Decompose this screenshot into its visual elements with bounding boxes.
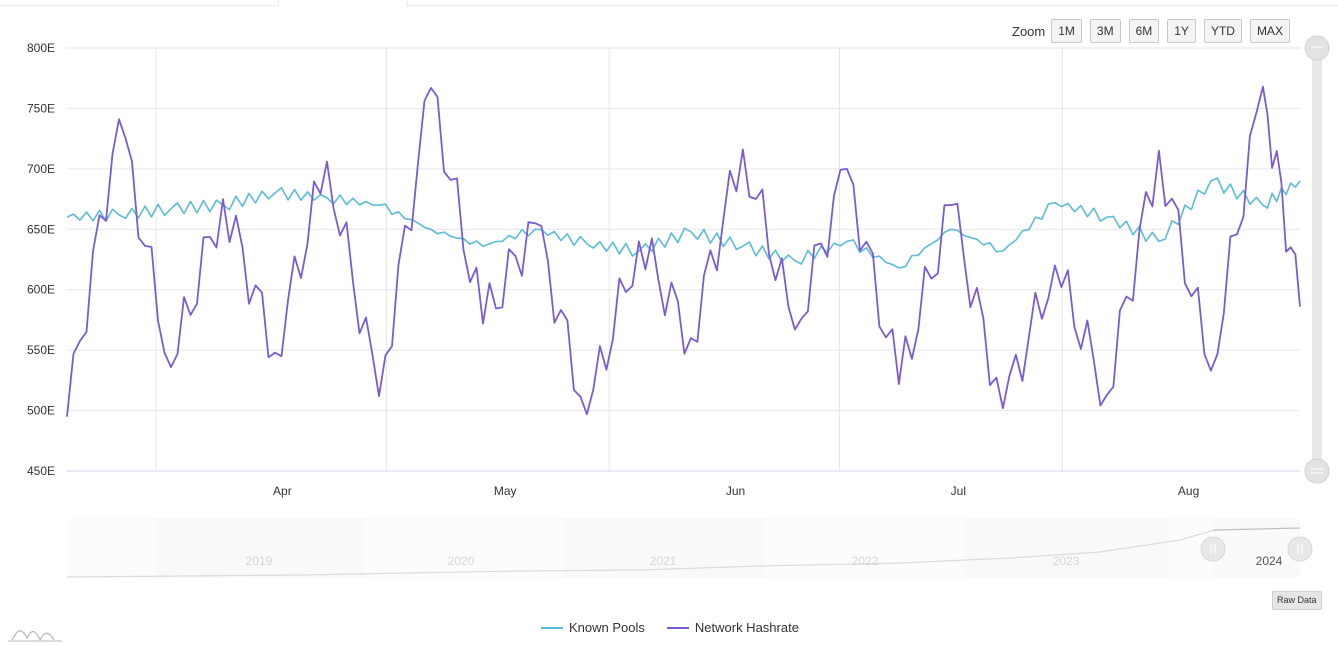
scrollbar-top-handle	[1304, 35, 1330, 61]
navigator-year-label: 2020	[448, 554, 475, 568]
zoom-controls: Zoom 1M 3M 6M 1Y YTD MAX	[1012, 19, 1290, 43]
x-tick-label: May	[494, 484, 517, 498]
chart-logo-icon	[8, 630, 62, 642]
x-tick-label: Aug	[1178, 484, 1199, 498]
y-tick-label: 700E	[27, 162, 55, 176]
y-tick-label: 600E	[27, 283, 55, 297]
y-tick-label: 550E	[27, 343, 55, 357]
navigator-band	[563, 518, 765, 578]
y-tick-label: 650E	[27, 222, 55, 236]
y-tick-label: 750E	[27, 101, 55, 115]
y-tick-label: 500E	[27, 404, 55, 418]
legend-item-network-hashrate[interactable]: Network Hashrate	[666, 620, 799, 635]
top-tab-strip	[0, 0, 1338, 6]
navigator-handle[interactable]	[1200, 536, 1226, 562]
navigator-year-label: 2021	[650, 554, 677, 568]
scrollbar-track	[1312, 52, 1322, 464]
zoom-3m-button[interactable]: 3M	[1089, 19, 1121, 43]
y-tick-label: 450E	[27, 464, 55, 478]
navigator-handle[interactable]	[1287, 536, 1313, 562]
navigator-handle-knob	[1200, 536, 1226, 562]
zoom-1m-button[interactable]: 1M	[1051, 19, 1082, 43]
x-axis: Apr May Jun Jul Aug	[67, 470, 1300, 498]
navigator-mask	[67, 518, 1213, 578]
zoom-1y-button[interactable]: 1Y	[1167, 19, 1196, 43]
zoom-6m-button[interactable]: 6M	[1128, 19, 1160, 43]
tab-right-area	[406, 0, 1338, 6]
legend-swatch-known-pools	[541, 626, 563, 629]
x-tick-label: Apr	[273, 484, 292, 498]
navigator[interactable]: 2019 2020 2021 2022 2023 2024	[66, 518, 1313, 578]
y-axis: 450E 500E 550E 600E 650E 700E 750E 800E	[27, 41, 55, 478]
network-hashrate-line	[66, 85, 1301, 417]
vertical-scrollbar[interactable]	[1304, 35, 1330, 484]
y-tick-label: 800E	[27, 41, 55, 55]
series-lines	[66, 85, 1301, 417]
tab-left-area	[0, 0, 278, 6]
raw-data-button[interactable]: Raw Data	[1272, 591, 1322, 610]
legend-swatch-network-hashrate	[666, 626, 689, 629]
zoom-label: Zoom	[1012, 23, 1046, 39]
grid-lines	[67, 47, 1300, 472]
legend-label-known-pools: Known Pools	[569, 620, 645, 635]
legend-item-known-pools[interactable]: Known Pools	[541, 620, 645, 635]
navigator-band	[155, 518, 363, 578]
known-pools-line	[66, 177, 1301, 269]
zoom-ytd-button[interactable]: YTD	[1203, 19, 1242, 43]
navigator-year-label: 2019	[246, 554, 273, 568]
navigator-year-label: 2022	[852, 554, 879, 568]
tab-active[interactable]	[278, 0, 408, 6]
x-tick-label: Jul	[951, 484, 966, 498]
navigator-year-label: 2023	[1053, 554, 1080, 568]
zoom-max-button[interactable]: MAX	[1249, 19, 1290, 43]
x-tick-label: Jun	[726, 484, 745, 498]
legend-label-network-hashrate: Network Hashrate	[694, 620, 799, 635]
navigator-line	[66, 527, 1301, 578]
navigator-year-label: 2024	[1256, 554, 1283, 568]
logo-wave	[11, 630, 55, 642]
legend: Known Pools Network Hashrate	[541, 620, 799, 635]
navigator-band	[966, 518, 1168, 578]
scrollbar-bottom-handle	[1304, 458, 1330, 484]
navigator-handle-knob	[1287, 536, 1313, 562]
